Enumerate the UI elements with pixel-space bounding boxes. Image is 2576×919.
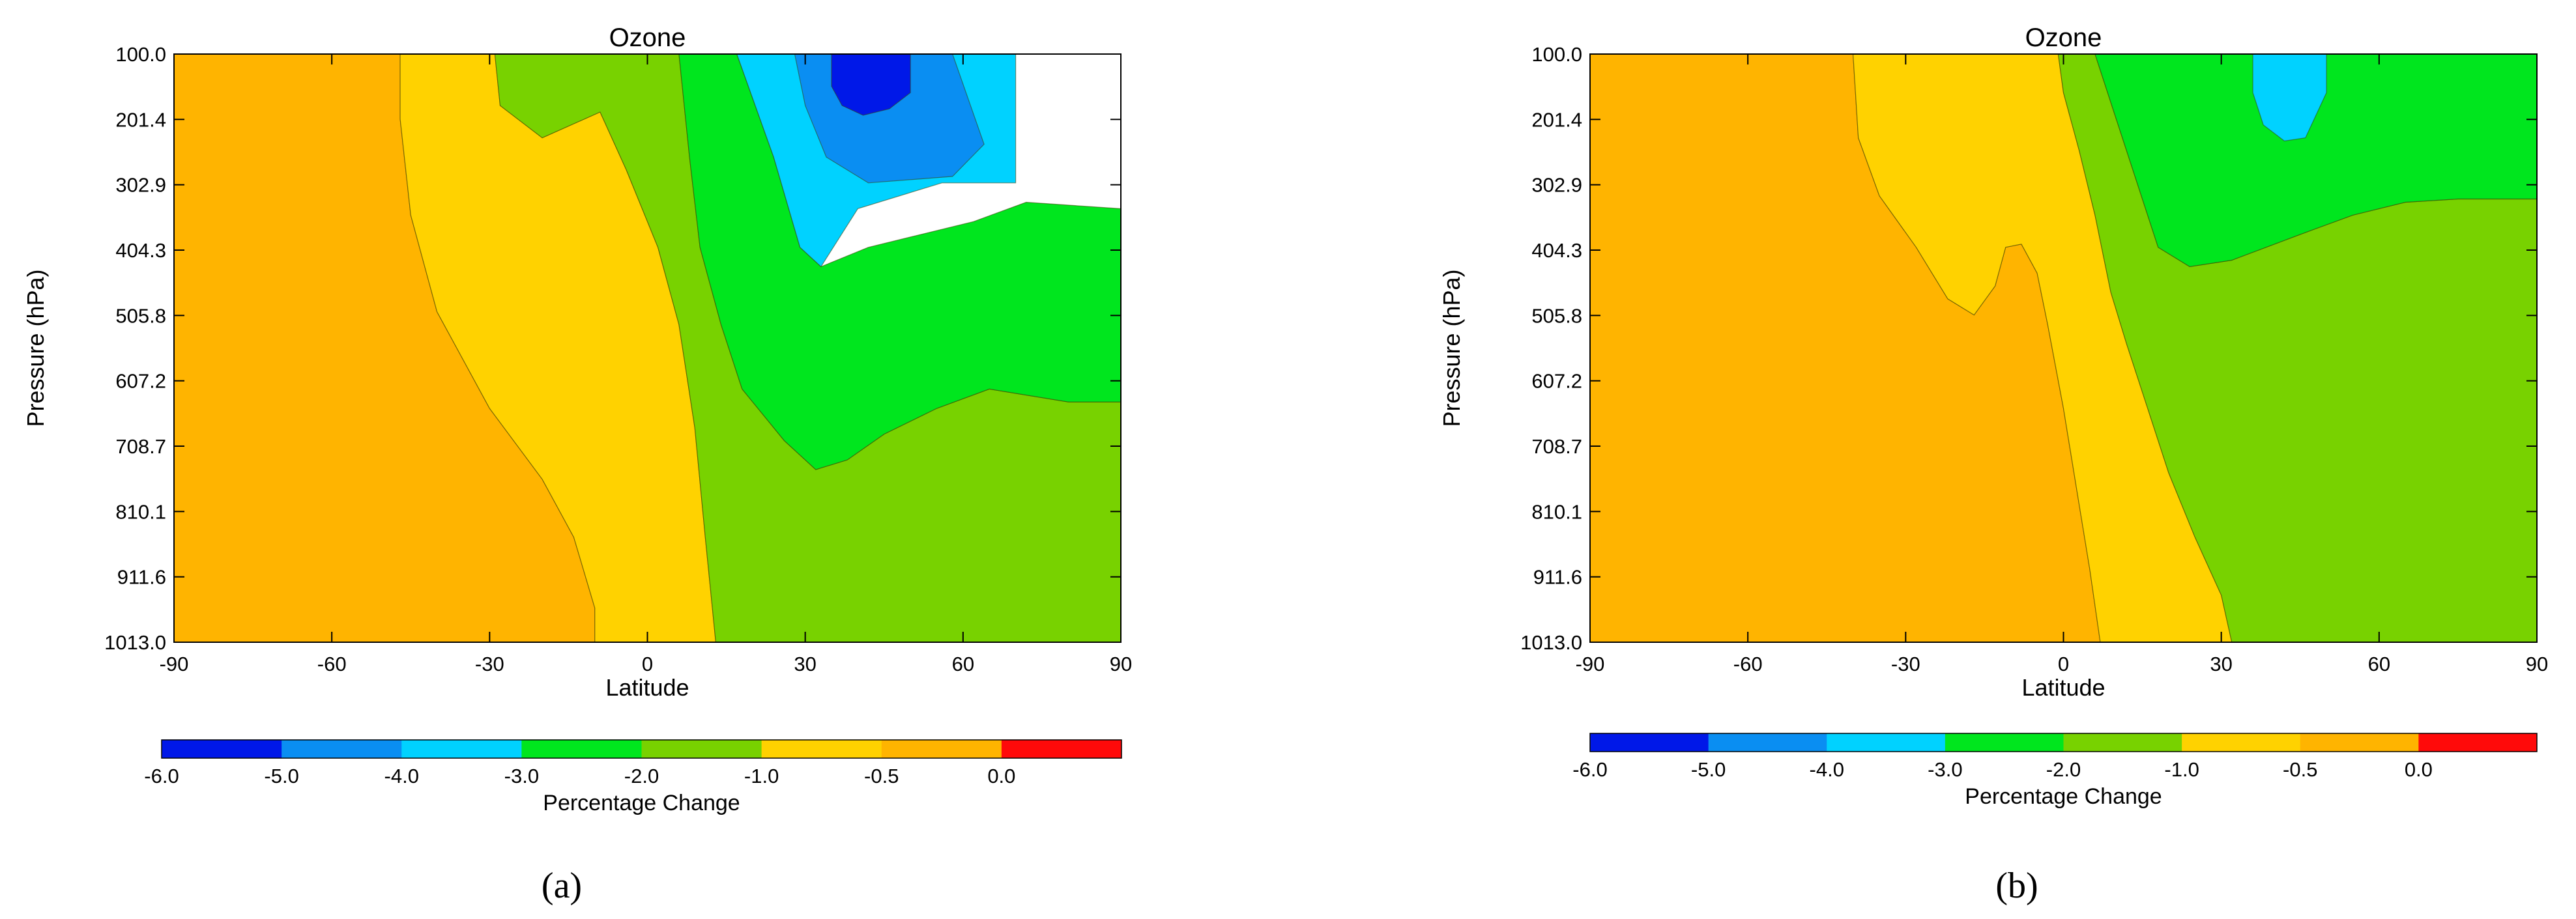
colorbar-tick-label: -4.0 — [384, 765, 419, 787]
colorbar-tick-label: -5.0 — [264, 765, 298, 787]
y-tick-label: 708.7 — [1531, 435, 1582, 458]
y-tick-label: 302.9 — [115, 174, 166, 197]
x-axis-label: Latitude — [2021, 674, 2105, 701]
y-tick-label: 607.2 — [115, 370, 166, 393]
x-axis-label: Latitude — [605, 674, 689, 701]
y-tick-label: 505.8 — [1531, 304, 1582, 327]
x-tick-label: -30 — [475, 653, 504, 675]
colorbar-segment — [881, 740, 1002, 758]
colorbar-tick-label: -0.5 — [2283, 758, 2317, 781]
colorbar-segment — [2182, 733, 2301, 752]
x-tick-label: 60 — [2368, 653, 2390, 675]
colorbar: -6.0 -5.0 -4.0 -3.0 -2.0 -1.0 -0.5 0.0 Percentag… — [144, 739, 1122, 815]
colorbar-tick-label: -2.0 — [624, 765, 659, 787]
x-tick-label: 0 — [2058, 653, 2069, 675]
colorbar-tick-label: -2.0 — [2046, 758, 2081, 781]
y-tick-label: 404.3 — [1531, 239, 1582, 262]
colorbar-segment — [521, 740, 642, 758]
colorbar-label: Percentage Change — [1965, 784, 2162, 809]
contour-region-3 — [2094, 54, 2537, 268]
colorbar-tick-label: 0.0 — [2405, 758, 2433, 781]
colorbar-segment — [401, 740, 522, 758]
x-tick-label: 30 — [2210, 653, 2232, 675]
contour-regions — [174, 54, 1121, 642]
colorbar-tick-label: -5.0 — [1691, 758, 1726, 781]
y-tick-label: 911.6 — [1533, 566, 1582, 589]
x-tick-label: -90 — [160, 653, 189, 675]
colorbar-frame — [161, 739, 1122, 759]
y-tick-label: 708.7 — [115, 435, 166, 458]
colorbar-tick-label: -3.0 — [504, 765, 539, 787]
colorbar-segment — [162, 740, 282, 758]
colorbar-tick-label: -1.0 — [2164, 758, 2199, 781]
y-tick-label: 607.2 — [1531, 370, 1582, 393]
colorbar-segment — [761, 740, 882, 758]
contour-region-4 — [2252, 54, 2327, 142]
x-tick-label: 30 — [794, 653, 816, 675]
colorbar-label: Percentage Change — [543, 791, 740, 815]
y-tick-label: 911.6 — [117, 566, 166, 589]
chart-title: Ozone — [2025, 23, 2102, 52]
y-tick-label: 810.1 — [1531, 500, 1582, 523]
colorbar-segment — [1827, 733, 1946, 752]
y-tick-label: 810.1 — [115, 500, 166, 523]
y-tick-label: 302.9 — [1531, 174, 1582, 197]
panel-b-caption: (b) — [1995, 866, 2038, 906]
x-tick-label: 0 — [642, 653, 653, 675]
colorbar-segment — [1708, 733, 1827, 752]
y-tick-label: 201.4 — [1531, 108, 1582, 131]
x-tick-label: -90 — [1576, 653, 1605, 675]
x-tick-label: -60 — [317, 653, 347, 675]
y-tick-label: 100.0 — [1531, 43, 1582, 66]
colorbar-segment — [2300, 733, 2419, 752]
y-tick-label: 100.0 — [115, 43, 166, 66]
x-tick-label: 60 — [952, 653, 974, 675]
y-tick-label: 1013.0 — [104, 631, 166, 654]
colorbar-segment — [1001, 740, 1122, 758]
colorbar-tick-label: -1.0 — [744, 765, 779, 787]
chart-title: Ozone — [609, 23, 686, 52]
colorbar-tick-label: -3.0 — [1928, 758, 1962, 781]
colorbar-tick-label: -0.5 — [864, 765, 899, 787]
panel-a-caption: (a) — [542, 866, 582, 906]
x-tick-label: -30 — [1891, 653, 1920, 675]
y-tick-label: 404.3 — [115, 239, 166, 262]
colorbar-segment — [2418, 733, 2538, 752]
x-tick-label: 90 — [1110, 653, 1132, 675]
panel-a-ozone-chart: Ozone -90 -60 -30 0 30 60 90 100.0 201.4 302.9 404.… — [22, 23, 1132, 815]
colorbar-tick-label: 0.0 — [987, 765, 1015, 787]
colorbar-tick-label: -6.0 — [1572, 758, 1607, 781]
panel-b-ozone-chart: Ozone -90 -60 -30 0 30 60 90 100.0 201.4 302.9 404.… — [1438, 23, 2548, 809]
colorbar-segment — [641, 740, 762, 758]
colorbar-frame — [1589, 733, 2538, 752]
colorbar: -6.0 -5.0 -4.0 -3.0 -2.0 -1.0 -0.5 0.0 Percentag… — [1572, 733, 2538, 809]
colorbar-segment — [1945, 733, 2064, 752]
y-tick-label: 1013.0 — [1520, 631, 1582, 654]
contour-regions — [1590, 54, 2537, 642]
colorbar-segment — [2063, 733, 2182, 752]
y-tick-label: 201.4 — [115, 108, 166, 131]
x-tick-label: 90 — [2526, 653, 2548, 675]
colorbar-tick-label: -4.0 — [1810, 758, 1844, 781]
colorbar-tick-label: -6.0 — [144, 765, 179, 787]
y-axis-label: Pressure (hPa) — [1438, 269, 1465, 427]
y-tick-label: 505.8 — [115, 304, 166, 327]
colorbar-segment — [1590, 733, 1709, 752]
contour-region-6 — [831, 54, 911, 116]
colorbar-segment — [282, 740, 402, 758]
y-axis-label: Pressure (hPa) — [22, 269, 49, 427]
x-tick-label: -60 — [1733, 653, 1763, 675]
